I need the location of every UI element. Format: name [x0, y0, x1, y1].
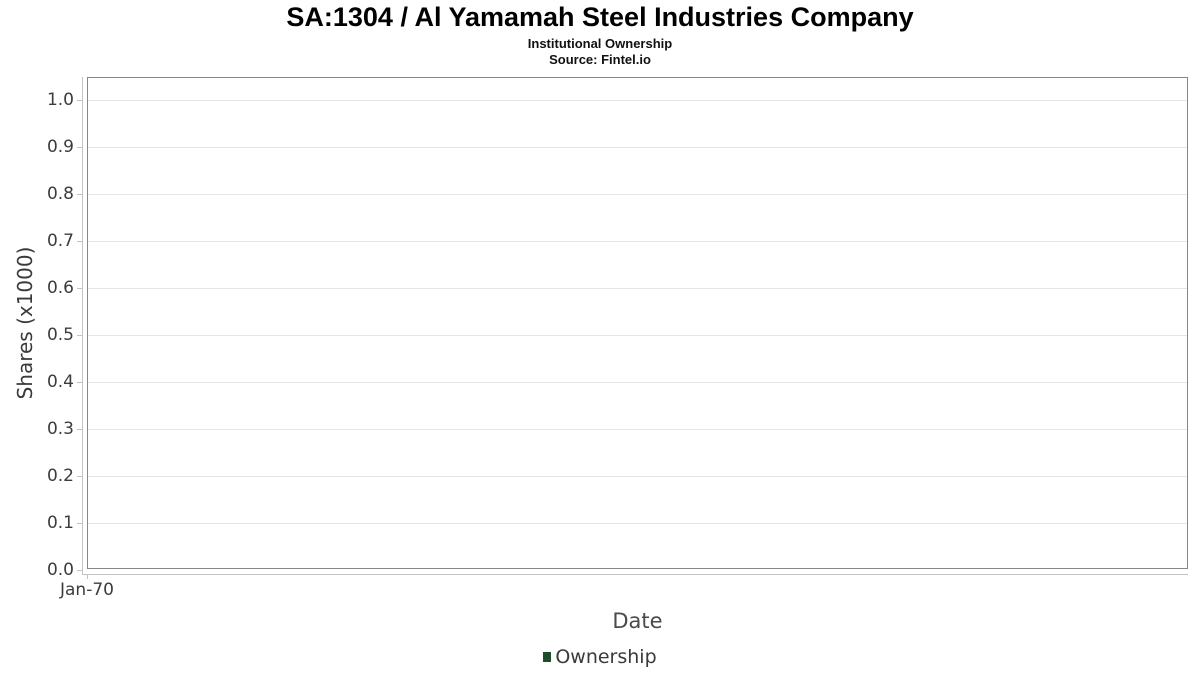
y-gridline [88, 382, 1187, 383]
chart-subtitle: Institutional Ownership [527, 36, 673, 51]
y-gridline [88, 335, 1187, 336]
y-tick-label: 0.3 [46, 419, 74, 439]
legend-item: Ownership [543, 646, 657, 668]
legend-marker-icon [543, 652, 552, 662]
legend: Ownership [0, 646, 1200, 668]
chart-source: Source: Fintel.io [549, 52, 651, 67]
y-tick-label: 0.0 [46, 560, 74, 580]
y-tick-label: 0.5 [46, 325, 74, 345]
y-gridline [88, 288, 1187, 289]
x-axis-title: Date [612, 609, 663, 633]
y-tick-mark [77, 194, 82, 195]
y-tick-label: 1.0 [46, 90, 74, 110]
y-gridline [88, 100, 1187, 101]
y-tick-label: 0.8 [46, 184, 74, 204]
y-tick-mark [77, 147, 82, 148]
y-tick-mark [77, 382, 82, 383]
y-tick-mark [77, 429, 82, 430]
y-tick-mark [77, 476, 82, 477]
y-gridline [88, 523, 1187, 524]
y-axis-line [82, 77, 83, 574]
legend-label: Ownership [555, 646, 657, 668]
y-tick-label: 0.9 [46, 137, 74, 157]
y-gridline [88, 147, 1187, 148]
x-tick-mark [87, 574, 88, 579]
y-tick-mark [77, 288, 82, 289]
y-gridline [88, 241, 1187, 242]
x-tick-label: Jan-70 [60, 580, 114, 600]
y-tick-mark [77, 523, 82, 524]
chart-title: SA:1304 / Al Yamamah Steel Industries Co… [286, 2, 914, 32]
y-tick-label: 0.1 [46, 513, 74, 533]
y-tick-mark [77, 570, 82, 571]
y-tick-label: 0.2 [46, 466, 74, 486]
y-gridline [88, 429, 1187, 430]
x-axis-line [82, 574, 1188, 575]
y-tick-label: 0.6 [46, 278, 74, 298]
y-gridline [88, 476, 1187, 477]
y-tick-label: 0.7 [46, 231, 74, 251]
y-tick-mark [77, 335, 82, 336]
y-gridline [88, 194, 1187, 195]
y-tick-label: 0.4 [46, 372, 74, 392]
y-tick-mark [77, 100, 82, 101]
y-tick-mark [77, 241, 82, 242]
plot-area [87, 77, 1188, 569]
